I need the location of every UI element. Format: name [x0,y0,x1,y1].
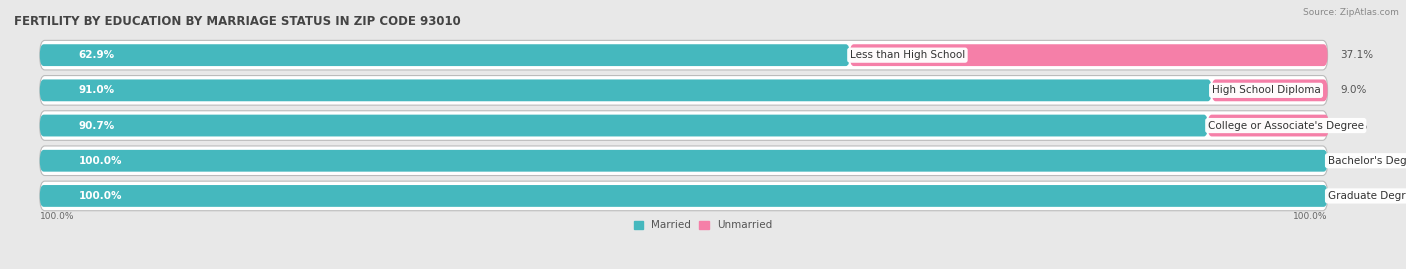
Text: 62.9%: 62.9% [79,50,114,60]
FancyBboxPatch shape [39,115,1208,136]
FancyBboxPatch shape [1208,115,1329,136]
Text: 9.0%: 9.0% [1340,85,1367,95]
Text: 90.7%: 90.7% [79,121,115,130]
Text: Less than High School: Less than High School [849,50,965,60]
Text: FERTILITY BY EDUCATION BY MARRIAGE STATUS IN ZIP CODE 93010: FERTILITY BY EDUCATION BY MARRIAGE STATU… [14,15,461,28]
FancyBboxPatch shape [39,181,1327,211]
Text: Source: ZipAtlas.com: Source: ZipAtlas.com [1303,8,1399,17]
Text: Bachelor's Degree: Bachelor's Degree [1327,156,1406,166]
Text: 100.0%: 100.0% [1294,212,1327,221]
Text: 9.4%: 9.4% [1341,121,1368,130]
FancyBboxPatch shape [39,79,1212,101]
FancyBboxPatch shape [39,146,1327,176]
FancyBboxPatch shape [39,111,1327,140]
Text: High School Diploma: High School Diploma [1212,85,1320,95]
FancyBboxPatch shape [39,40,1327,70]
Text: College or Associate's Degree: College or Associate's Degree [1208,121,1364,130]
FancyBboxPatch shape [39,44,849,66]
FancyBboxPatch shape [39,185,1327,207]
Text: 0.0%: 0.0% [1340,156,1367,166]
Legend: Married, Unmarried: Married, Unmarried [634,220,772,231]
FancyBboxPatch shape [849,44,1327,66]
FancyBboxPatch shape [39,150,1327,172]
Text: 91.0%: 91.0% [79,85,114,95]
Text: 37.1%: 37.1% [1340,50,1374,60]
Text: 100.0%: 100.0% [79,156,122,166]
Text: 100.0%: 100.0% [79,191,122,201]
Text: 0.0%: 0.0% [1340,191,1367,201]
Text: 100.0%: 100.0% [39,212,75,221]
Text: Graduate Degree: Graduate Degree [1327,191,1406,201]
FancyBboxPatch shape [1212,79,1327,101]
FancyBboxPatch shape [39,76,1327,105]
